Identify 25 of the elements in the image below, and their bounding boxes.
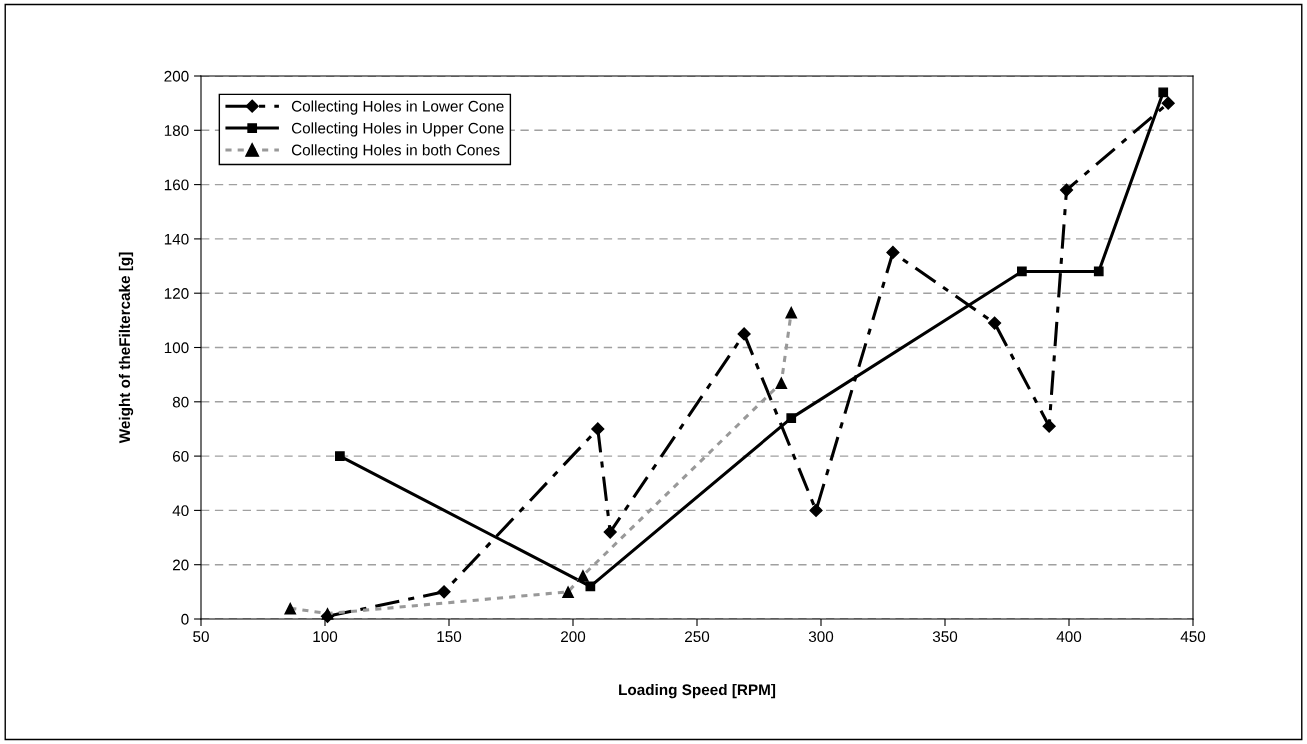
x-tick-label: 350 bbox=[932, 631, 958, 643]
y-tick-label: 60 bbox=[172, 450, 189, 462]
y-tick-label: 120 bbox=[164, 288, 189, 299]
x-tick-label: 250 bbox=[685, 631, 710, 643]
y-tick-label: 140 bbox=[164, 233, 189, 245]
x-tick-label: 400 bbox=[1056, 631, 1082, 643]
y-tick-label: 0 bbox=[181, 613, 189, 625]
x-tick-label: 200 bbox=[561, 631, 586, 643]
x-tick-label: 100 bbox=[313, 631, 338, 643]
y-tick-label: 40 bbox=[172, 505, 189, 517]
x-tick-label: 50 bbox=[193, 631, 209, 643]
legend-label: Collecting Holes in both Cones bbox=[291, 144, 500, 159]
y-tick-label: 160 bbox=[164, 179, 189, 191]
x-tick-label: 300 bbox=[808, 631, 834, 643]
x-tick-label: 150 bbox=[437, 631, 462, 643]
y-tick-label: 20 bbox=[172, 559, 189, 571]
x-tick-label: 450 bbox=[1180, 631, 1206, 643]
y-tick-label: 80 bbox=[172, 396, 189, 408]
y-tick-label: 200 bbox=[164, 70, 189, 82]
legend-label: Collecting Holes in Upper Cone bbox=[291, 122, 504, 137]
x-axis-title: Loading Speed [RPM] bbox=[619, 683, 776, 699]
y-axis-title: Weight of theFiltercake [g] bbox=[118, 252, 134, 444]
y-tick-label: 100 bbox=[164, 342, 189, 354]
legend-label: Collecting Holes in Lower Cone bbox=[291, 100, 504, 115]
y-tick-label: 180 bbox=[164, 125, 189, 136]
